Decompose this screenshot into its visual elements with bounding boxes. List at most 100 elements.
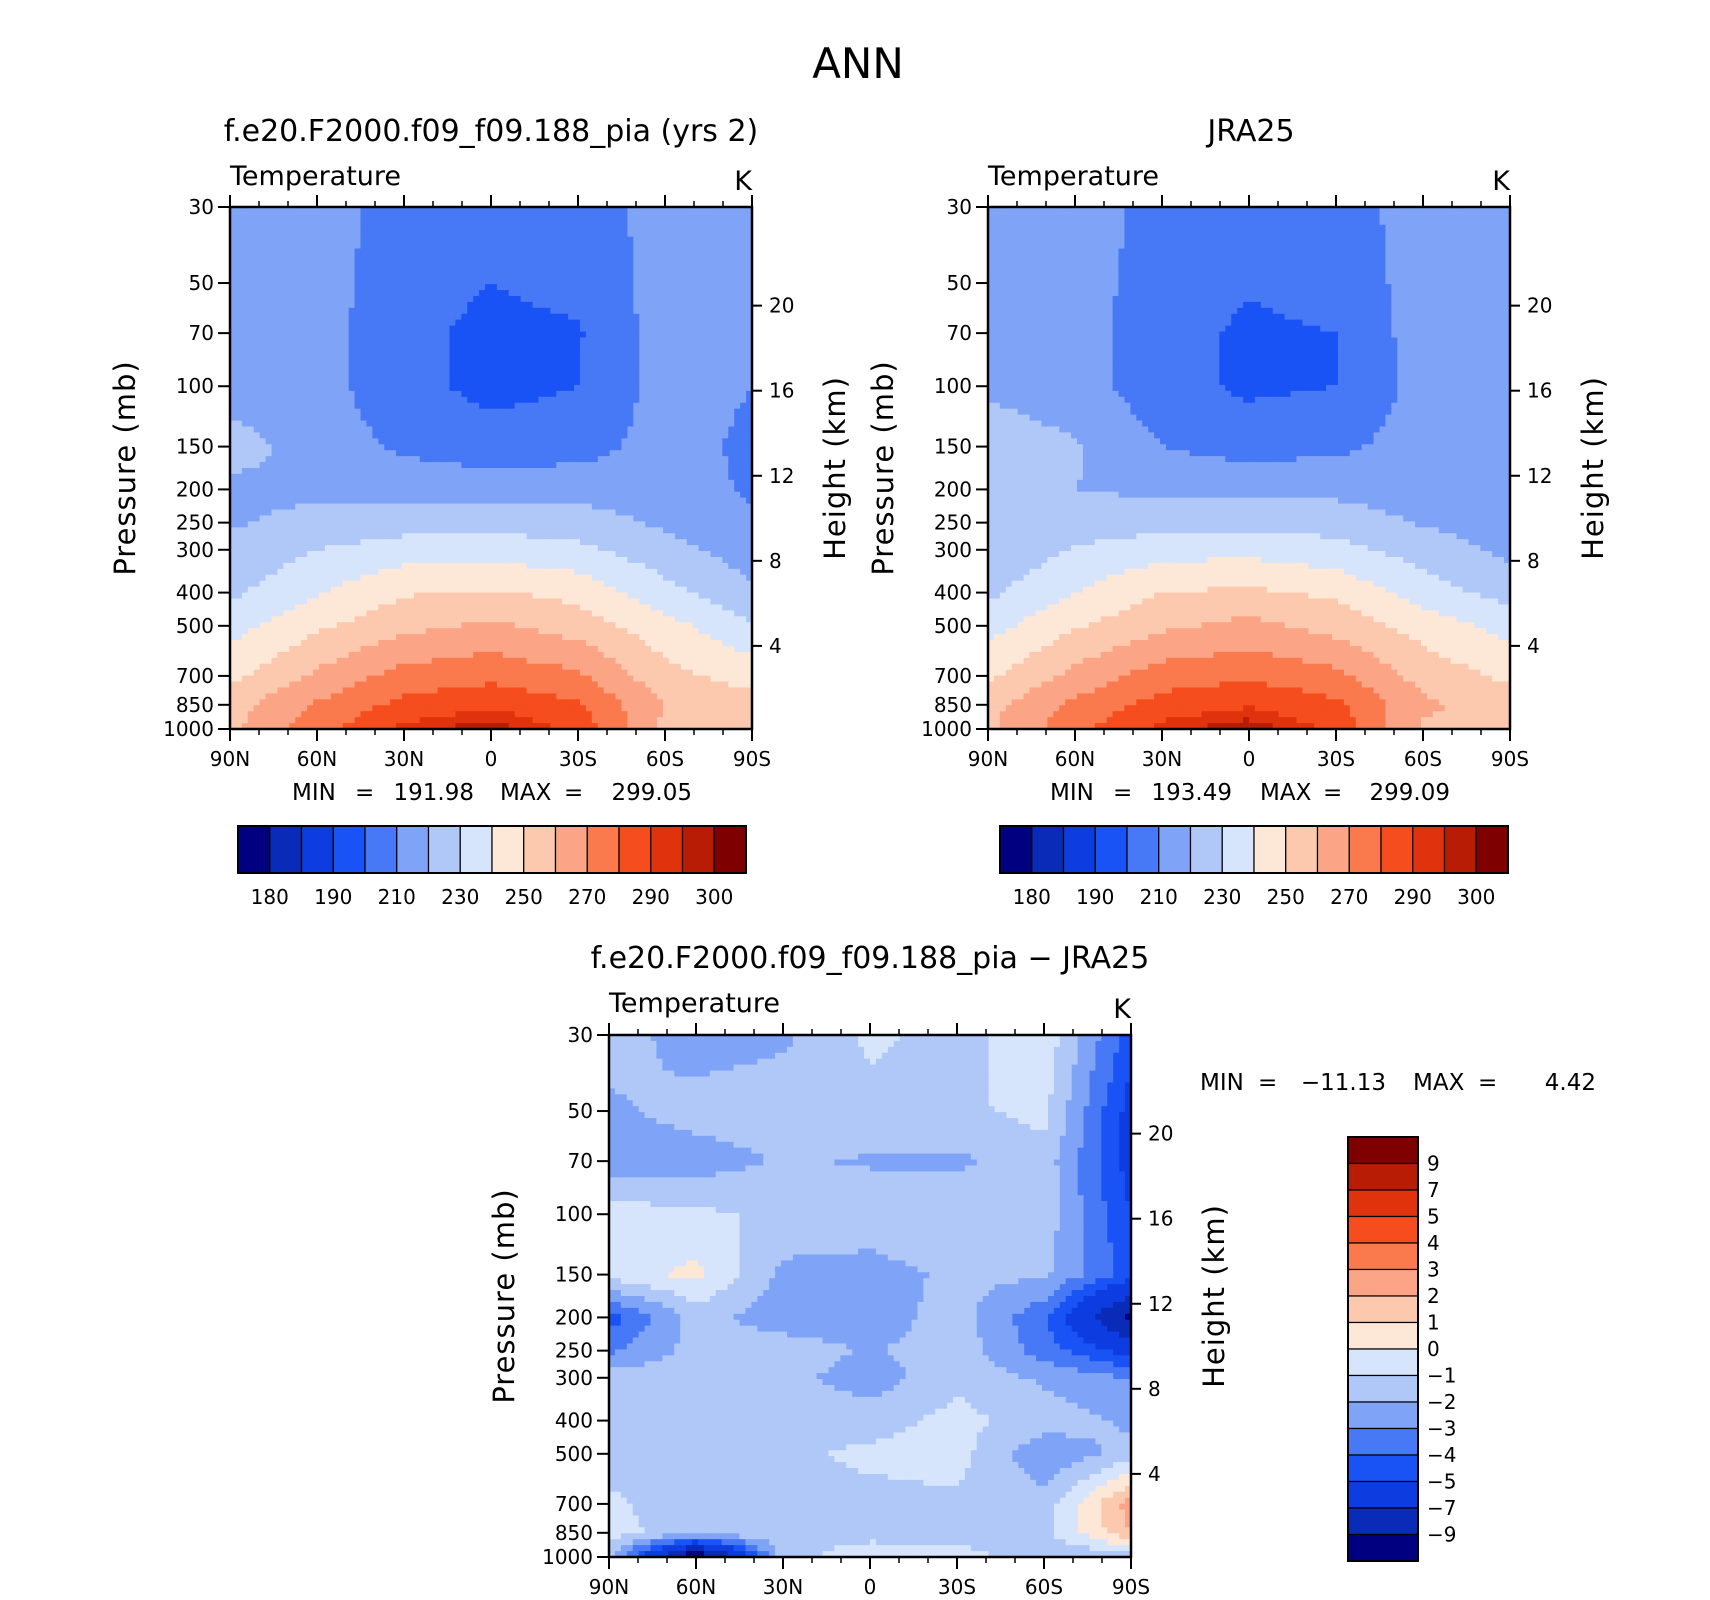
field-cell (348, 539, 356, 546)
field-cell (692, 402, 700, 410)
field-cell (384, 224, 391, 232)
field-cell (722, 207, 729, 214)
field-cell (277, 331, 284, 339)
field-cell (318, 533, 326, 540)
field-cell (467, 355, 474, 362)
field-cell (283, 384, 290, 392)
field-cell (241, 367, 249, 374)
field-cell (271, 307, 279, 315)
field-cell (235, 414, 243, 422)
field-cell (313, 497, 320, 505)
field-cell (532, 307, 540, 315)
field-cell (532, 479, 540, 487)
field-cell (425, 390, 433, 398)
field-cell (740, 248, 747, 256)
field-cell (348, 497, 356, 505)
field-cell (324, 337, 332, 345)
field-cell (455, 361, 462, 368)
field-cell (419, 515, 427, 522)
field-cell (579, 539, 587, 546)
field-cell (657, 349, 664, 356)
field-cell (378, 509, 385, 517)
field-cell (384, 230, 391, 238)
field-cell (413, 301, 421, 309)
field-cell (627, 355, 634, 362)
field-cell (746, 408, 752, 416)
field-cell (313, 242, 320, 250)
field-cell (366, 218, 373, 226)
field-cell (609, 503, 617, 511)
field-cell (621, 218, 629, 226)
field-cell (692, 533, 700, 540)
field-cell (396, 509, 403, 517)
field-cell (698, 444, 706, 451)
field-cell (348, 272, 356, 279)
field-cell (491, 242, 498, 250)
field-cell (307, 444, 314, 451)
field-cell (372, 266, 379, 273)
field-cell (544, 462, 551, 469)
field-cell (461, 284, 468, 291)
field-cell (704, 384, 712, 392)
field-cell (496, 503, 504, 511)
field-cell (532, 325, 540, 333)
field-cell (627, 325, 634, 333)
field-cell (526, 218, 534, 226)
field-cell (621, 509, 629, 517)
field-cell (680, 248, 688, 256)
field-cell (746, 236, 752, 244)
field-cell (235, 242, 243, 250)
field-cell (657, 236, 664, 244)
field-cell (419, 260, 427, 267)
field-cell (692, 491, 700, 499)
field-cell (680, 295, 688, 303)
field-cell (568, 456, 575, 463)
field-cell (603, 384, 611, 392)
field-cell (698, 373, 706, 380)
field-cell (396, 432, 403, 439)
field-cell (485, 313, 492, 321)
field-cell (425, 319, 433, 327)
field-cell (443, 509, 451, 517)
field-cell (348, 462, 356, 469)
field-cell (740, 242, 747, 250)
field-cell (615, 509, 623, 517)
field-cell (402, 313, 409, 321)
field-cell (627, 301, 634, 309)
field-cell (313, 218, 320, 226)
field-cell (413, 355, 421, 362)
field-cell (698, 414, 706, 422)
field-cell (746, 533, 752, 540)
field-cell (313, 319, 320, 327)
field-cell (740, 266, 747, 273)
field-cell (544, 343, 551, 350)
field-cell (313, 361, 320, 368)
field-cell (663, 218, 670, 226)
field-cell (384, 349, 391, 356)
field-cell (301, 373, 308, 380)
field-cell (372, 456, 379, 463)
field-cell (680, 450, 688, 457)
field-cell (402, 426, 409, 434)
field-cell (402, 420, 409, 428)
field-cell (591, 290, 599, 297)
field-cell (384, 384, 391, 392)
field-cell (384, 497, 391, 505)
field-cell (633, 361, 640, 368)
field-cell (686, 272, 694, 279)
field-cell (342, 319, 350, 327)
field-cell (704, 367, 712, 374)
field-cell (485, 254, 492, 261)
field-cell (455, 432, 462, 439)
field-cell (437, 379, 445, 386)
field-cell (247, 408, 255, 416)
field-cell (407, 497, 415, 505)
field-cell (443, 272, 451, 279)
field-cell (496, 284, 504, 291)
field-cell (235, 456, 243, 463)
field-cell (384, 503, 391, 511)
field-cell (692, 420, 700, 428)
field-cell (716, 266, 723, 273)
field-cell (348, 491, 356, 499)
field-cell (295, 266, 302, 273)
